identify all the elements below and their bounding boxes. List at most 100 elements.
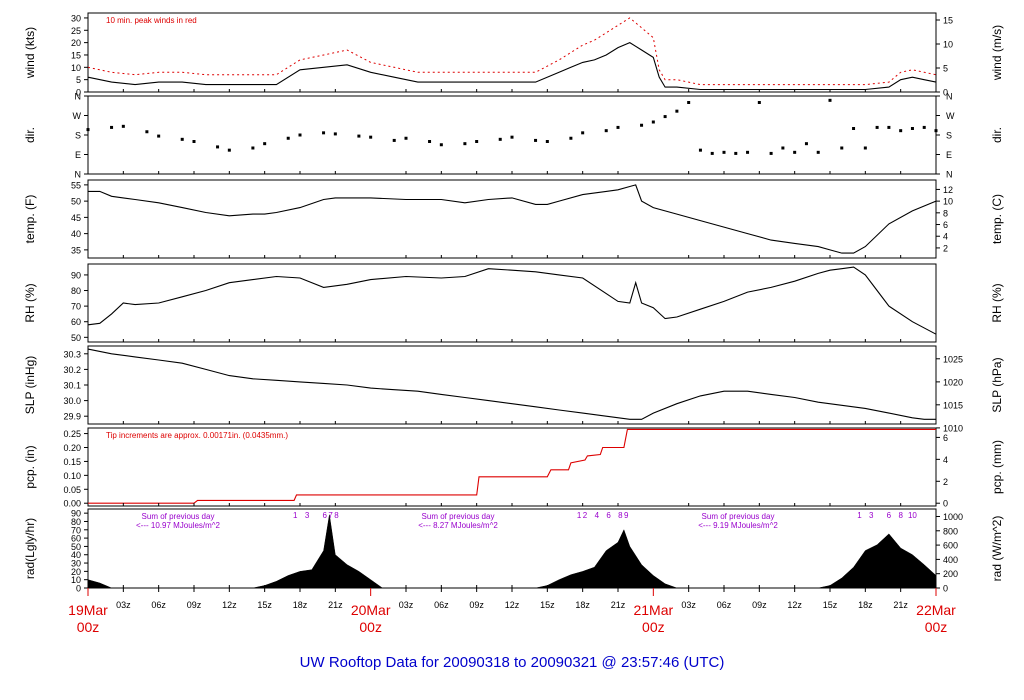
dir-point — [545, 140, 549, 143]
pcp-ytick-label: 0.10 — [63, 471, 81, 481]
temp-ytick-right-label: 8 — [943, 208, 948, 218]
temp-ytick-right-label: 4 — [943, 232, 948, 242]
dir-point — [369, 135, 373, 139]
panel-slp: 29.9 30.0 30.1 30.2 30.3 1010 1015 1020 1025 SLP … — [23, 345, 1004, 433]
rad-sum-line2: <--- 8.27 MJoules/m^2 — [418, 521, 498, 530]
dir-point — [392, 138, 396, 142]
dir-point — [180, 137, 184, 141]
temp-ylabel-right: temp. (C) — [990, 194, 1004, 244]
rh-ytick-label: 90 — [71, 270, 81, 280]
dir-point — [934, 129, 938, 133]
dir-ylabel: dir. — [23, 127, 37, 143]
rad-hour-mark: 1 — [293, 511, 298, 520]
pcp-ytick-right-label: 6 — [943, 433, 948, 443]
wind-ytick-label: 0 — [76, 88, 81, 98]
dir-point — [498, 137, 502, 141]
rad-hour-mark: 4 — [595, 511, 600, 520]
hour-tick-label: 15z — [823, 600, 838, 610]
rh-ytick-label: 70 — [71, 302, 81, 312]
pcp-ytick-label: 0.25 — [63, 429, 81, 439]
dir-point — [110, 125, 114, 129]
hour-tick-label: 09z — [469, 600, 484, 610]
dir-point — [463, 142, 467, 146]
rad-ytick-label: 80 — [71, 517, 81, 527]
rad-hour-mark: 8 — [898, 511, 903, 520]
dir-point — [793, 150, 797, 154]
day-label-time: 00z — [77, 619, 100, 635]
rh-frame — [87, 263, 937, 343]
dir-point — [804, 142, 808, 146]
dir-point — [852, 127, 856, 130]
hour-tick-label: 12z — [787, 600, 802, 610]
dir-point — [286, 136, 290, 140]
temp-ytick-right-label: 6 — [943, 220, 948, 230]
time-axis: 03z 06z 09z 12z 15z 18z 21z 03z 06z 09z 12z 15z 18z 2… — [68, 588, 956, 635]
panel-rad: 010203040506070809002004006008001000rad(… — [23, 508, 1004, 594]
hour-tick-label: 15z — [257, 600, 272, 610]
dir-ytick-right-label: S — [946, 131, 952, 141]
dir-point — [816, 150, 820, 154]
rad-hour-mark: 7 — [328, 511, 333, 520]
panel-temp: 35 40 45 50 55 24 6 810 12 temp. (F) temp. (C) — [23, 179, 1004, 259]
hour-tick-label: 06z — [717, 600, 732, 610]
hour-tick-label: 21z — [893, 600, 908, 610]
dir-point — [899, 129, 903, 133]
rad-sum-line1: Sum of previous day — [702, 512, 775, 521]
dir-point — [698, 148, 702, 152]
wind-ytick-label: 15 — [71, 50, 81, 60]
rad-hour-mark: 1 — [577, 511, 582, 520]
dir-point — [475, 140, 479, 143]
hour-tick-label: 03z — [399, 600, 414, 610]
slp-ytick-label: 30.0 — [63, 396, 81, 406]
slp-ytick-right-label: 1015 — [943, 400, 963, 410]
hour-tick-label: 18z — [575, 600, 590, 610]
pcp-ytick-label: 0.15 — [63, 457, 81, 467]
slp-ytick-right-label: 1020 — [943, 377, 963, 387]
slp-ylabel: SLP (inHg) — [23, 356, 37, 414]
hour-tick-label: 03z — [681, 600, 696, 610]
wind-ytick-right-label: 10 — [943, 40, 953, 50]
dir-point — [227, 148, 231, 152]
wind-ytick-label: 30 — [71, 13, 81, 23]
slp-ytick-right-label: 1025 — [943, 354, 963, 364]
day-label-time: 00z — [925, 619, 948, 635]
rad-ytick-label: 70 — [71, 525, 81, 535]
dir-point — [157, 134, 161, 138]
rad-ytick-label: 30 — [71, 559, 81, 569]
dir-ylabel-right: dir. — [990, 127, 1004, 143]
panel-rh: 50 60 70 80 90 RH (%) RH (%) — [23, 263, 1004, 343]
day-label-date: 22Mar — [916, 602, 956, 618]
rad-hour-mark: 1 — [857, 511, 862, 520]
rad-ytick-label: 0 — [76, 584, 81, 594]
rad-ylabel: rad(Lgly/hr) — [23, 518, 37, 579]
rad-ytick-label: 50 — [71, 542, 81, 552]
dir-point — [922, 125, 926, 129]
dir-point — [86, 128, 90, 132]
panel-wind: 0 5 10 15 20 25 30 0 5 10 15 wind (kts) wind (m/s) 10… — [23, 12, 1004, 98]
temp-ytick-right-label: 2 — [943, 243, 948, 253]
dir-ytick-label: S — [75, 131, 81, 141]
temp-ytick-right-label: 10 — [943, 197, 953, 207]
pcp-ytick-label: 0.20 — [63, 443, 81, 453]
dir-point — [428, 140, 432, 143]
dir-point — [663, 115, 667, 119]
slp-ytick-label: 29.9 — [63, 412, 81, 422]
rad-ytick-right-label: 600 — [943, 541, 958, 551]
dir-point — [192, 140, 196, 143]
rh-ylabel-right: RH (%) — [990, 283, 1004, 322]
temp-ylabel: temp. (F) — [23, 195, 37, 244]
dir-ytick-right-label: N — [946, 170, 953, 180]
day-label-time: 00z — [642, 619, 665, 635]
slp-ylabel-right: SLP (hPa) — [990, 357, 1004, 412]
slp-ytick-label: 30.2 — [63, 365, 81, 375]
rad-hour-mark: 6 — [606, 511, 611, 520]
dir-point — [828, 98, 832, 102]
dir-point — [675, 109, 679, 113]
rad-hour-mark: 6 — [887, 511, 892, 520]
dir-point — [710, 151, 714, 155]
rad-ytick-label: 20 — [71, 567, 81, 577]
dir-point — [439, 143, 443, 147]
hour-tick-label: 18z — [293, 600, 308, 610]
temp-ytick-label: 35 — [71, 245, 81, 255]
rad-hour-mark: 9 — [624, 511, 629, 520]
